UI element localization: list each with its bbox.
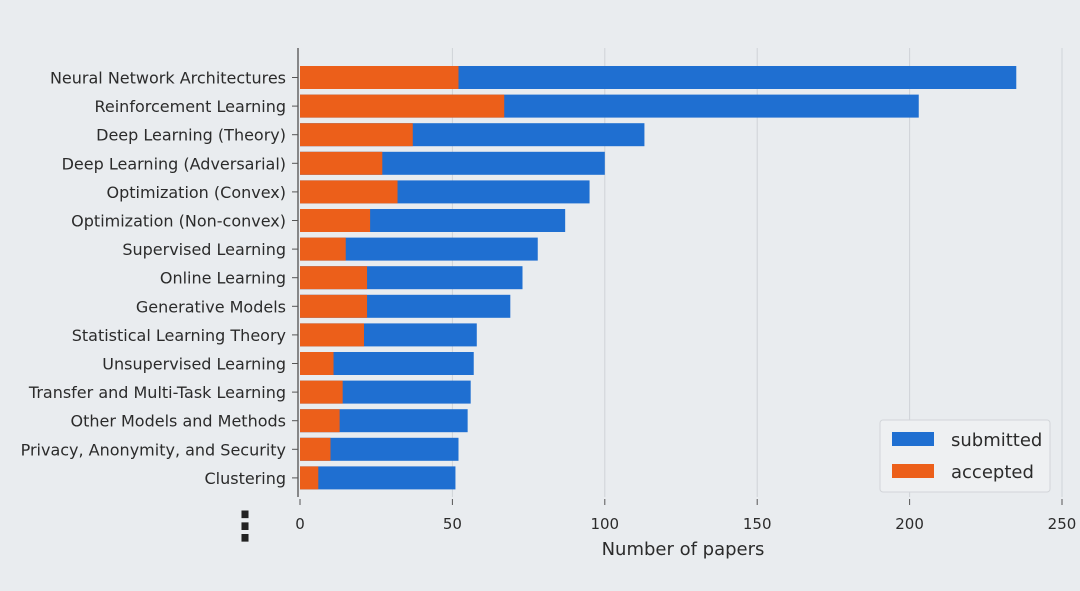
bar-accepted	[300, 180, 398, 204]
legend-swatch-submitted	[892, 432, 934, 446]
legend-swatch-accepted	[892, 464, 934, 478]
bar-accepted	[300, 409, 340, 433]
bar-accepted	[300, 237, 346, 261]
bar-accepted	[300, 352, 334, 375]
category-labels: Neural Network Architectures Reinforcemen…	[21, 69, 286, 488]
category-label: Transfer and Multi-Task Learning	[28, 383, 286, 402]
category-label: Clustering	[204, 469, 286, 488]
bar-submitted	[300, 466, 456, 490]
category-label: Deep Learning (Theory)	[96, 126, 286, 145]
bar-accepted	[300, 66, 459, 89]
category-label: Neural Network Architectures	[50, 69, 286, 88]
x-tick-label: 0	[295, 515, 305, 533]
bar-accepted	[300, 466, 319, 490]
bar-accepted	[300, 323, 365, 347]
bar-submitted	[300, 352, 474, 375]
category-label: Online Learning	[160, 269, 286, 288]
continuation-ellipsis: ⋮	[225, 504, 265, 550]
category-label: Unsupervised Learning	[102, 355, 286, 374]
x-tick-label: 50	[443, 515, 462, 533]
legend: submitted accepted	[879, 419, 1051, 493]
bar-accepted	[300, 437, 331, 461]
category-label: Deep Learning (Adversarial)	[62, 154, 286, 173]
x-tick-label: 200	[895, 515, 924, 533]
x-tick-label: 100	[590, 515, 619, 533]
bar-accepted	[300, 380, 343, 404]
category-label: Optimization (Non-convex)	[71, 212, 286, 231]
legend-label-submitted: submitted	[951, 430, 1042, 451]
x-axis: 0 50 100 150 200 250	[292, 48, 1076, 533]
bar-accepted	[300, 151, 383, 175]
bar-accepted	[300, 294, 368, 318]
category-label: Privacy, Anonymity, and Security	[21, 440, 286, 459]
category-label: Supervised Learning	[122, 240, 286, 259]
x-tick-label: 150	[743, 515, 772, 533]
bars	[300, 66, 1017, 490]
bar-accepted	[300, 266, 368, 290]
x-tick-label: 250	[1048, 515, 1077, 533]
bar-submitted	[300, 437, 459, 461]
category-label: Reinforcement Learning	[94, 97, 286, 116]
bar-submitted	[300, 66, 1017, 89]
category-label: Statistical Learning Theory	[72, 326, 286, 345]
bar-accepted	[300, 94, 505, 118]
category-label: Optimization (Convex)	[106, 183, 286, 202]
legend-label-accepted: accepted	[951, 462, 1034, 483]
bar-accepted	[300, 209, 371, 232]
bar-accepted	[300, 123, 413, 147]
category-label: Generative Models	[136, 297, 286, 316]
x-axis-label: Number of papers	[602, 539, 765, 560]
bar-submitted	[300, 237, 538, 261]
category-label: Other Models and Methods	[70, 412, 286, 431]
bar-submitted	[300, 409, 468, 433]
